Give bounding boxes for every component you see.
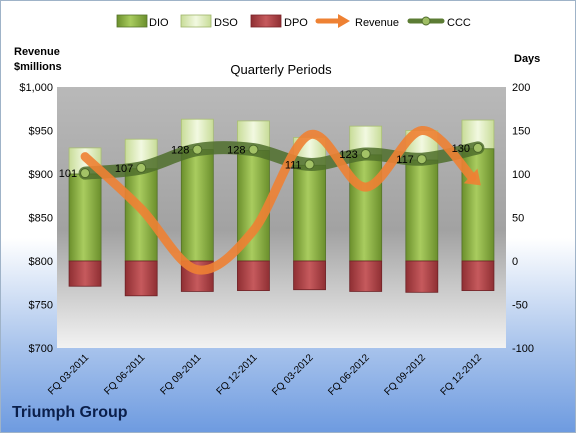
- ccc-data-label: 123: [339, 149, 357, 161]
- category-tick-label: FQ 06-2012: [326, 352, 372, 398]
- right-tick-label: 200: [512, 82, 530, 94]
- category-tick-label: FQ 12-2012: [439, 352, 485, 398]
- revenue-arrowhead: [463, 168, 481, 186]
- bar-dio: [68, 173, 102, 262]
- ccc-marker: [360, 148, 371, 159]
- right-tick-label: -100: [512, 343, 534, 355]
- chart-title: Quarterly Periods: [230, 62, 332, 77]
- bar-dio: [405, 159, 439, 262]
- ccc-data-label: 128: [171, 145, 189, 157]
- legend-item-dio: DIO: [116, 14, 169, 29]
- legend-label-dso: DSO: [214, 17, 238, 29]
- ccc-data-label: 101: [59, 168, 77, 180]
- ccc-data-label: 128: [227, 145, 245, 157]
- bar-dpo: [461, 260, 495, 291]
- ccc-marker: [136, 162, 147, 173]
- legend-item-ccc: CCC: [407, 16, 471, 29]
- legend-label-revenue: Revenue: [355, 17, 399, 29]
- ccc-marker: [304, 159, 315, 170]
- left-tick-label: $1,000: [19, 82, 53, 94]
- category-tick-label: FQ 12-2011: [215, 352, 260, 397]
- legend-label-dpo: DPO: [284, 17, 308, 29]
- category-tick-label: FQ 03-2011: [46, 352, 91, 397]
- ccc-marker: [80, 168, 91, 179]
- ccc-marker: [472, 142, 483, 153]
- label-layer: 101 107 128 128 111 123 117 130: [59, 142, 483, 180]
- left-tick-label: $950: [29, 126, 53, 138]
- left-tick-label: $700: [29, 343, 53, 355]
- left-tick-label: $800: [29, 256, 53, 268]
- ccc-marker: [192, 144, 203, 155]
- left-axis-title-line2: $millions: [14, 61, 62, 73]
- legend-swatch-dio: [116, 14, 148, 28]
- left-tick-label: $900: [29, 169, 53, 181]
- left-axis-title-line1: Revenue: [14, 46, 60, 58]
- right-tick-label: 0: [512, 256, 518, 268]
- legend-swatch-dso: [180, 14, 212, 28]
- legend-item-dpo: DPO: [250, 14, 308, 29]
- company-name: Triumph Group: [12, 404, 128, 421]
- right-axis-title: Days: [514, 53, 540, 65]
- bar-dio: [349, 154, 383, 262]
- chart-legend: DIO DSO DPO Revenue CCC: [116, 14, 471, 29]
- right-tick-label: -50: [512, 300, 528, 312]
- legend-arrowhead-revenue: [338, 14, 350, 28]
- bar-dpo: [293, 260, 326, 291]
- legend-label-dio: DIO: [149, 17, 169, 29]
- category-tick-label: FQ 06-2011: [102, 352, 147, 397]
- category-tick-label: FQ 09-2011: [158, 352, 203, 397]
- bar-dpo: [349, 260, 383, 292]
- bar-dio: [293, 164, 326, 262]
- legend-swatch-dpo: [250, 14, 282, 28]
- bar-dpo: [405, 260, 439, 293]
- ccc-marker: [248, 144, 259, 155]
- ccc-data-label: 111: [285, 159, 302, 171]
- right-tick-label: 100: [512, 169, 530, 181]
- right-tick-label: 50: [512, 213, 524, 225]
- ccc-data-label: 117: [396, 154, 414, 166]
- right-tick-label: 150: [512, 126, 530, 138]
- bar-dpo: [124, 260, 158, 297]
- ccc-marker: [416, 154, 427, 165]
- legend-marker-ccc: [421, 16, 431, 26]
- legend-item-dso: DSO: [180, 14, 238, 29]
- ccc-data-label: 130: [452, 143, 470, 155]
- bar-dpo: [68, 260, 102, 287]
- category-tick-label: FQ 03-2012: [270, 352, 316, 398]
- left-tick-label: $750: [29, 300, 53, 312]
- ccc-data-label: 107: [115, 163, 133, 175]
- category-tick-label: FQ 09-2012: [382, 352, 428, 398]
- bar-dpo: [237, 260, 270, 291]
- left-tick-label: $850: [29, 213, 53, 225]
- revenue-line: [80, 126, 477, 275]
- plot-area: [57, 87, 506, 348]
- legend-item-revenue: Revenue: [315, 14, 399, 29]
- legend-label-ccc: CCC: [447, 17, 471, 29]
- bar-dio: [180, 149, 214, 262]
